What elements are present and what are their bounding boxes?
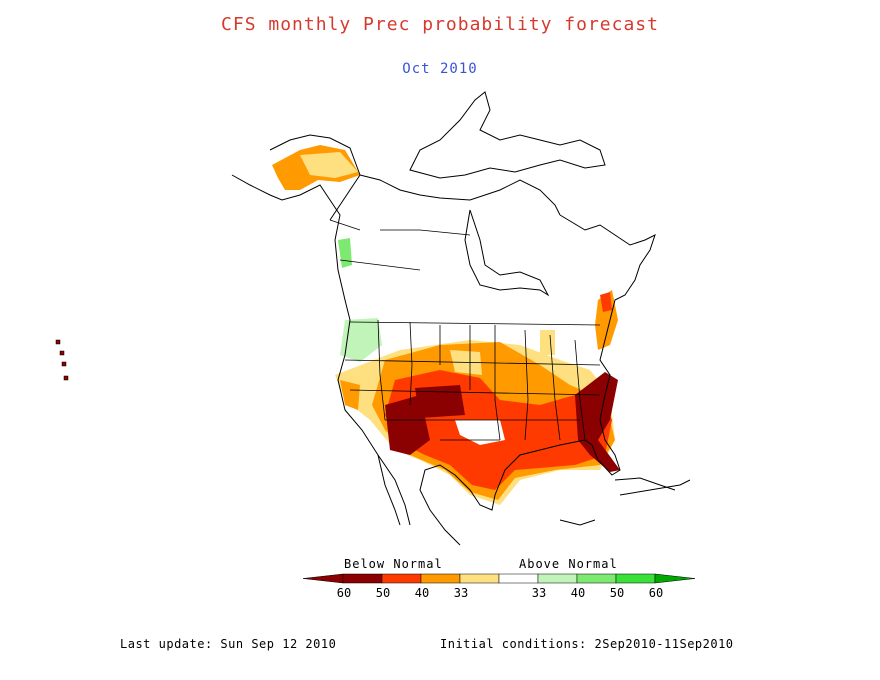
legend-color-bar: [302, 573, 696, 584]
legend-swatch: [537, 573, 578, 584]
legend-tick-label: 40: [570, 586, 586, 600]
legend-swatch: [498, 573, 539, 584]
ne-below-40: [595, 290, 618, 350]
legend-below-label: Below Normal: [344, 557, 443, 571]
legend-arrow-left: [302, 573, 344, 584]
legend-tick-label: 50: [375, 586, 391, 600]
political-borders: [329, 219, 601, 441]
legend-arrow-right: [654, 573, 696, 584]
mid-atl-below-33: [540, 330, 555, 355]
legend-tick-label: 60: [648, 586, 664, 600]
legend-swatch: [459, 573, 500, 584]
legend-swatch: [615, 573, 656, 584]
tx-white-hole: [455, 420, 505, 445]
pnw-above-50: [338, 238, 352, 268]
legend-tick-label: 33: [531, 586, 547, 600]
legend-tick-label: 60: [336, 586, 352, 600]
alaska-below-33: [300, 152, 358, 178]
last-update: Last update: Sun Sep 12 2010: [120, 637, 337, 651]
legend-tick-label: 40: [414, 586, 430, 600]
legend-swatch: [576, 573, 617, 584]
map-subtitle: Oct 2010: [402, 61, 478, 77]
legend-swatch: [342, 573, 383, 584]
legend-above-label: Above Normal: [519, 557, 618, 571]
pnw-above-40: [340, 318, 382, 362]
coastlines: [231, 91, 691, 546]
legend-tick-label: 33: [453, 586, 469, 600]
west-below-40: [340, 380, 360, 410]
ne-below-50: [600, 292, 612, 312]
hawaii-islands: [55, 339, 69, 381]
map-title: CFS monthly Prec probability forecast: [221, 14, 659, 35]
legend-tick-label: 50: [609, 586, 625, 600]
legend-swatch: [381, 573, 422, 584]
ks-below-60: [415, 385, 465, 418]
se-below-60: [575, 372, 620, 472]
initial-conditions: Initial conditions: 2Sep2010-11Sep2010: [440, 637, 734, 651]
legend-swatch: [420, 573, 461, 584]
